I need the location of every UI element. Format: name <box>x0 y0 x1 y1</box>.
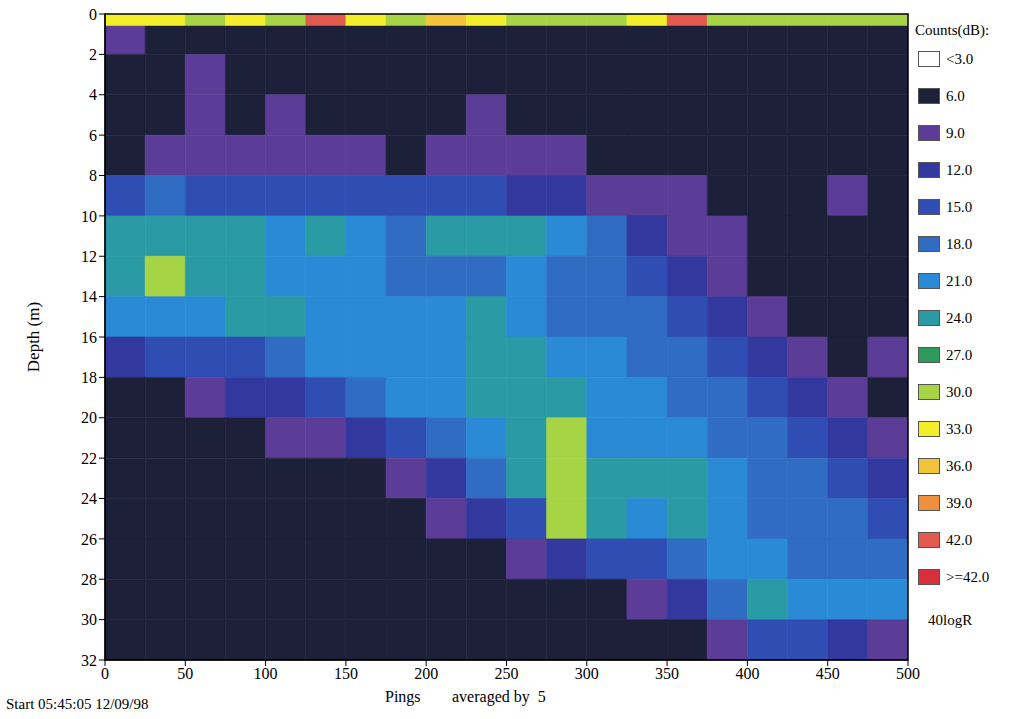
html-text:33.0: 33.0 <box>946 420 973 437</box>
svg-text:450: 450 <box>816 665 840 682</box>
svg-text:32: 32 <box>81 652 97 669</box>
svg-text:30: 30 <box>81 611 97 628</box>
svg-text:20: 20 <box>81 409 97 426</box>
html-text:27.0: 27.0 <box>946 346 973 363</box>
svg-text:2: 2 <box>89 46 97 63</box>
svg-text:24: 24 <box>81 490 97 507</box>
html-text:30.0: 30.0 <box>946 383 973 400</box>
svg-text:12: 12 <box>81 248 97 265</box>
svg-text:16: 16 <box>81 329 97 346</box>
svg-text:0: 0 <box>101 665 109 682</box>
html-text:>=42.0: >=42.0 <box>946 568 990 585</box>
svg-text:22: 22 <box>81 450 97 467</box>
svg-text:150: 150 <box>334 665 358 682</box>
svg-text:50: 50 <box>177 665 193 682</box>
svg-text:300: 300 <box>575 665 599 682</box>
html-text:6.0: 6.0 <box>946 87 965 104</box>
html-text:21.0: 21.0 <box>946 272 973 289</box>
html-text:12.0: 12.0 <box>946 161 973 178</box>
html-text:42.0: 42.0 <box>946 531 973 548</box>
html-text:24.0: 24.0 <box>946 309 973 326</box>
svg-text:10: 10 <box>81 208 97 225</box>
svg-text:26: 26 <box>81 531 97 548</box>
html-text:<3.0: <3.0 <box>946 50 974 67</box>
svg-text:500: 500 <box>896 665 920 682</box>
svg-text:Depth (m): Depth (m) <box>24 302 43 372</box>
svg-text:14: 14 <box>81 288 97 305</box>
html-text:18.0: 18.0 <box>946 235 973 252</box>
html-text:9.0: 9.0 <box>946 124 965 141</box>
html-text:Counts(dB):: Counts(dB): <box>915 22 990 38</box>
svg-text:4: 4 <box>89 86 97 103</box>
html-text:39.0: 39.0 <box>946 494 973 511</box>
html-text:averaged by 5: averaged by 5 <box>452 688 546 705</box>
html-text:Pings: Pings <box>385 688 421 705</box>
svg-text:18: 18 <box>81 369 97 386</box>
svg-text:400: 400 <box>735 665 759 682</box>
svg-text:28: 28 <box>81 571 97 588</box>
svg-text:200: 200 <box>414 665 438 682</box>
html-text:36.0: 36.0 <box>946 457 973 474</box>
svg-text:250: 250 <box>495 665 519 682</box>
html-text:40logR: 40logR <box>928 612 973 628</box>
svg-text:350: 350 <box>655 665 679 682</box>
svg-text:8: 8 <box>89 167 97 184</box>
html-text:Start 05:45:05 12/09/98: Start 05:45:05 12/09/98 <box>6 696 149 712</box>
svg-text:0: 0 <box>89 6 97 23</box>
svg-text:6: 6 <box>89 127 97 144</box>
svg-text:100: 100 <box>254 665 278 682</box>
html-text:15.0: 15.0 <box>946 198 973 215</box>
